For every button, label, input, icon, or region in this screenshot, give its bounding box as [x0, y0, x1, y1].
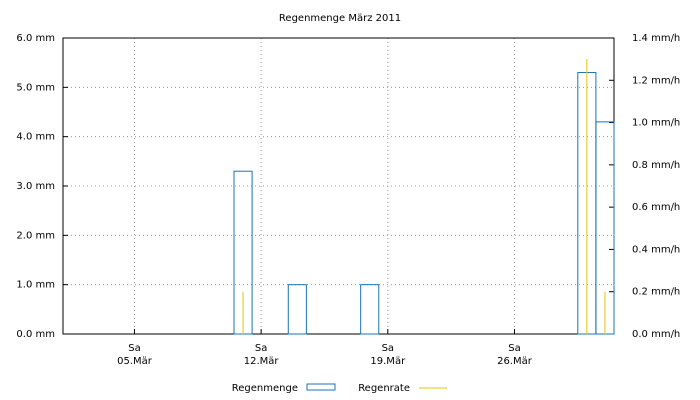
x-tick-label: 12.Mär [244, 356, 280, 367]
y-tick-label: 1.0 mm [16, 280, 55, 291]
y2-tick-label: 1.4 mm/h [632, 33, 680, 44]
x-tick-weekday: Sa [508, 343, 520, 354]
y2-tick-label: 1.0 mm/h [632, 118, 680, 129]
y2-tick-label: 0.6 mm/h [632, 202, 680, 213]
y-tick-label: 2.0 mm [16, 230, 55, 241]
x-tick-label: 26.Mär [497, 356, 533, 367]
chart-title: Regenmenge März 2011 [279, 13, 401, 24]
bar [360, 284, 380, 335]
legend-label: Regenmenge [232, 383, 298, 394]
y-tick-label: 5.0 mm [16, 82, 55, 93]
y2-tick-label: 1.2 mm/h [632, 75, 680, 86]
x-tick-weekday: Sa [255, 343, 267, 354]
y-tick-label: 0.0 mm [16, 329, 55, 340]
x-tick-weekday: Sa [128, 343, 140, 354]
y2-tick-label: 0.4 mm/h [632, 244, 680, 255]
legend-swatch [306, 383, 336, 391]
x-tick-label: 05.Mär [117, 356, 153, 367]
y2-tick-label: 0.0 mm/h [632, 329, 680, 340]
x-tick-weekday: Sa [382, 343, 394, 354]
bar [287, 284, 307, 335]
y2-tick-label: 0.2 mm/h [632, 287, 680, 298]
y-tick-label: 4.0 mm [16, 132, 55, 143]
x-tick-label: 19.Mär [370, 356, 406, 367]
y-tick-label: 6.0 mm [16, 33, 55, 44]
y-tick-label: 3.0 mm [16, 181, 55, 192]
y2-tick-label: 0.8 mm/h [632, 160, 680, 171]
legend-label: Regenrate [358, 383, 410, 394]
